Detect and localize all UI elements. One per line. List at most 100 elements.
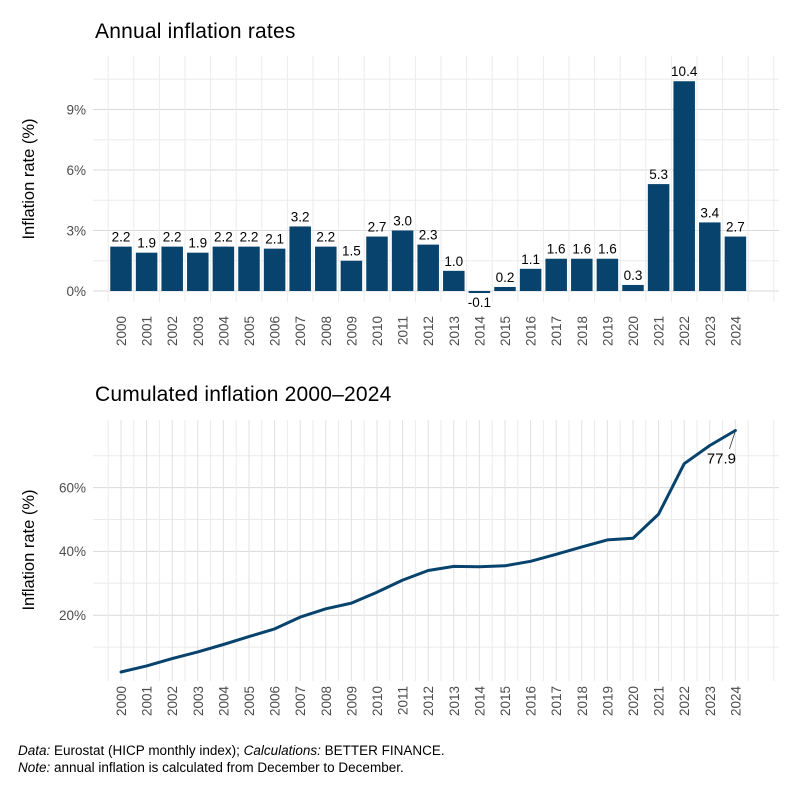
x-tick-label: 2023: [703, 316, 718, 346]
caption-text: Eurostat (HICP monthly index);: [50, 743, 244, 758]
bar-2004: [212, 246, 235, 291]
bar-value-label: 1.0: [444, 254, 463, 269]
y-tick-label: 6%: [66, 163, 86, 178]
x-tick-label: 2010: [370, 686, 385, 716]
caption-emphasis: Data:: [18, 743, 51, 758]
x-tick-label: 2019: [600, 316, 615, 346]
x-tick-label: 2002: [165, 686, 180, 716]
x-tick-label: 2023: [703, 686, 718, 716]
line-series: [119, 429, 737, 674]
y-tick-label: 9%: [66, 102, 86, 117]
bar-value-label: 2.7: [726, 220, 745, 235]
x-tick-label: 2008: [319, 316, 334, 346]
y-tick-label: 60%: [59, 480, 86, 495]
x-tick-label: 2001: [140, 316, 155, 346]
bar-value-label: 1.6: [547, 242, 566, 257]
bar-2016: [519, 268, 542, 291]
bar-2003: [187, 252, 209, 291]
x-tick-label: 2016: [524, 686, 539, 716]
x-tick-label: 2012: [421, 316, 436, 346]
leader-line: [729, 432, 736, 450]
x-tick-label: 2022: [677, 686, 692, 716]
bar-2022: [673, 81, 695, 292]
bar-2014: [468, 291, 491, 294]
line-chart-panel: 77.9 20% 40% 60% 2000 2001 2002 2003 2004 2005 200…: [20, 420, 779, 716]
bar-value-label: 3.0: [393, 213, 412, 228]
bar-value-label: 0.3: [624, 268, 643, 283]
x-tick-label: 2012: [421, 686, 436, 716]
bar-2018: [571, 258, 593, 291]
x-tick-label: 2019: [600, 686, 615, 716]
bar-2020: [622, 284, 644, 291]
caption-emphasis: Calculations:: [243, 743, 321, 758]
x-tick-label: 2010: [370, 316, 385, 346]
bar-chart-title: Annual inflation rates: [95, 20, 296, 43]
bar-value-label: 2.3: [419, 228, 438, 243]
bar-value-label: 2.2: [214, 230, 233, 245]
caption: Data: Eurostat (HICP monthly index); Cal…: [18, 743, 445, 776]
x-tick-label: 2011: [396, 316, 411, 345]
bar-2000: [110, 246, 132, 291]
x-tick-label: 2018: [575, 686, 590, 716]
x-tick-label: 2000: [114, 316, 129, 346]
x-tick-label: 2020: [626, 316, 641, 346]
bar-2024: [724, 236, 747, 291]
x-tick-label: 2005: [242, 686, 257, 716]
x-tick-label: 2008: [319, 686, 334, 716]
x-tick-label: 2004: [216, 316, 231, 347]
x-tick-label: 2003: [191, 316, 206, 346]
bar-value-label: 3.4: [700, 205, 719, 220]
bar-2012: [417, 244, 439, 291]
x-tick-label: 2006: [268, 316, 283, 346]
caption-line-1: Data: Eurostat (HICP monthly index); Cal…: [18, 743, 445, 760]
caption-line-2: Note: annual inflation is calculated fro…: [18, 760, 445, 777]
y-tick-label: 3%: [66, 223, 86, 238]
x-tick-label: 2004: [216, 686, 231, 717]
x-tick-label: 2007: [293, 316, 308, 346]
bar-value-label: -0.1: [468, 295, 491, 310]
x-tick-label: 2024: [728, 686, 743, 717]
y-tick-label: 40%: [59, 544, 86, 559]
bar-2009: [340, 260, 363, 291]
bar-2013: [443, 270, 465, 291]
x-tick-label: 2005: [242, 316, 257, 346]
y-tick-label: 0%: [66, 284, 86, 299]
x-tick-label: 2016: [524, 316, 539, 346]
bar-2019: [596, 258, 619, 291]
x-tick-label: 2018: [575, 316, 590, 346]
x-tick-label: 2013: [447, 316, 462, 346]
bar-2006: [263, 248, 286, 291]
bar-value-label: 1.5: [342, 244, 361, 259]
y-axis-title: Inflation rate (%): [20, 118, 38, 239]
bar-2011: [391, 230, 414, 291]
bar-value-label: 1.1: [521, 252, 540, 267]
x-tick-label: 2022: [677, 316, 692, 346]
x-tick-label: 2002: [165, 316, 180, 346]
end-value-label: 77.9: [707, 450, 736, 467]
bar-chart-panel: 2.2 1.9 2.2 1.9 2.2 2.2 2.1 3.2 2.2 1.5 2.7 3.0 2.3 1…: [20, 56, 779, 346]
bar-2023: [699, 222, 721, 291]
x-tick-label: 2009: [344, 686, 359, 716]
line-chart-title: Cumulated inflation 2000–2024: [95, 383, 392, 406]
bar-2015: [494, 286, 516, 291]
x-tick-label: 2011: [396, 686, 411, 715]
bar-value-label: 0.2: [496, 270, 515, 285]
x-tick-label: 2003: [191, 686, 206, 716]
bar-2008: [315, 246, 337, 291]
x-tick-label: 2024: [728, 316, 743, 347]
bar-value-label: 2.2: [240, 230, 259, 245]
x-tick-label: 2014: [472, 686, 487, 717]
bar-value-label: 3.2: [291, 209, 310, 224]
x-tick-label: 2009: [344, 316, 359, 346]
caption-emphasis: Note:: [18, 759, 51, 775]
bar-2002: [161, 246, 183, 291]
bar-value-label: 10.4: [671, 64, 698, 79]
x-tick-label: 2007: [293, 686, 308, 716]
bar-value-label: 2.2: [316, 230, 335, 245]
x-tick-label: 2000: [114, 686, 129, 716]
caption-text: annual inflation is calculated from Dece…: [50, 759, 404, 775]
x-tick-label: 2017: [549, 686, 564, 716]
bar-2017: [545, 258, 567, 291]
